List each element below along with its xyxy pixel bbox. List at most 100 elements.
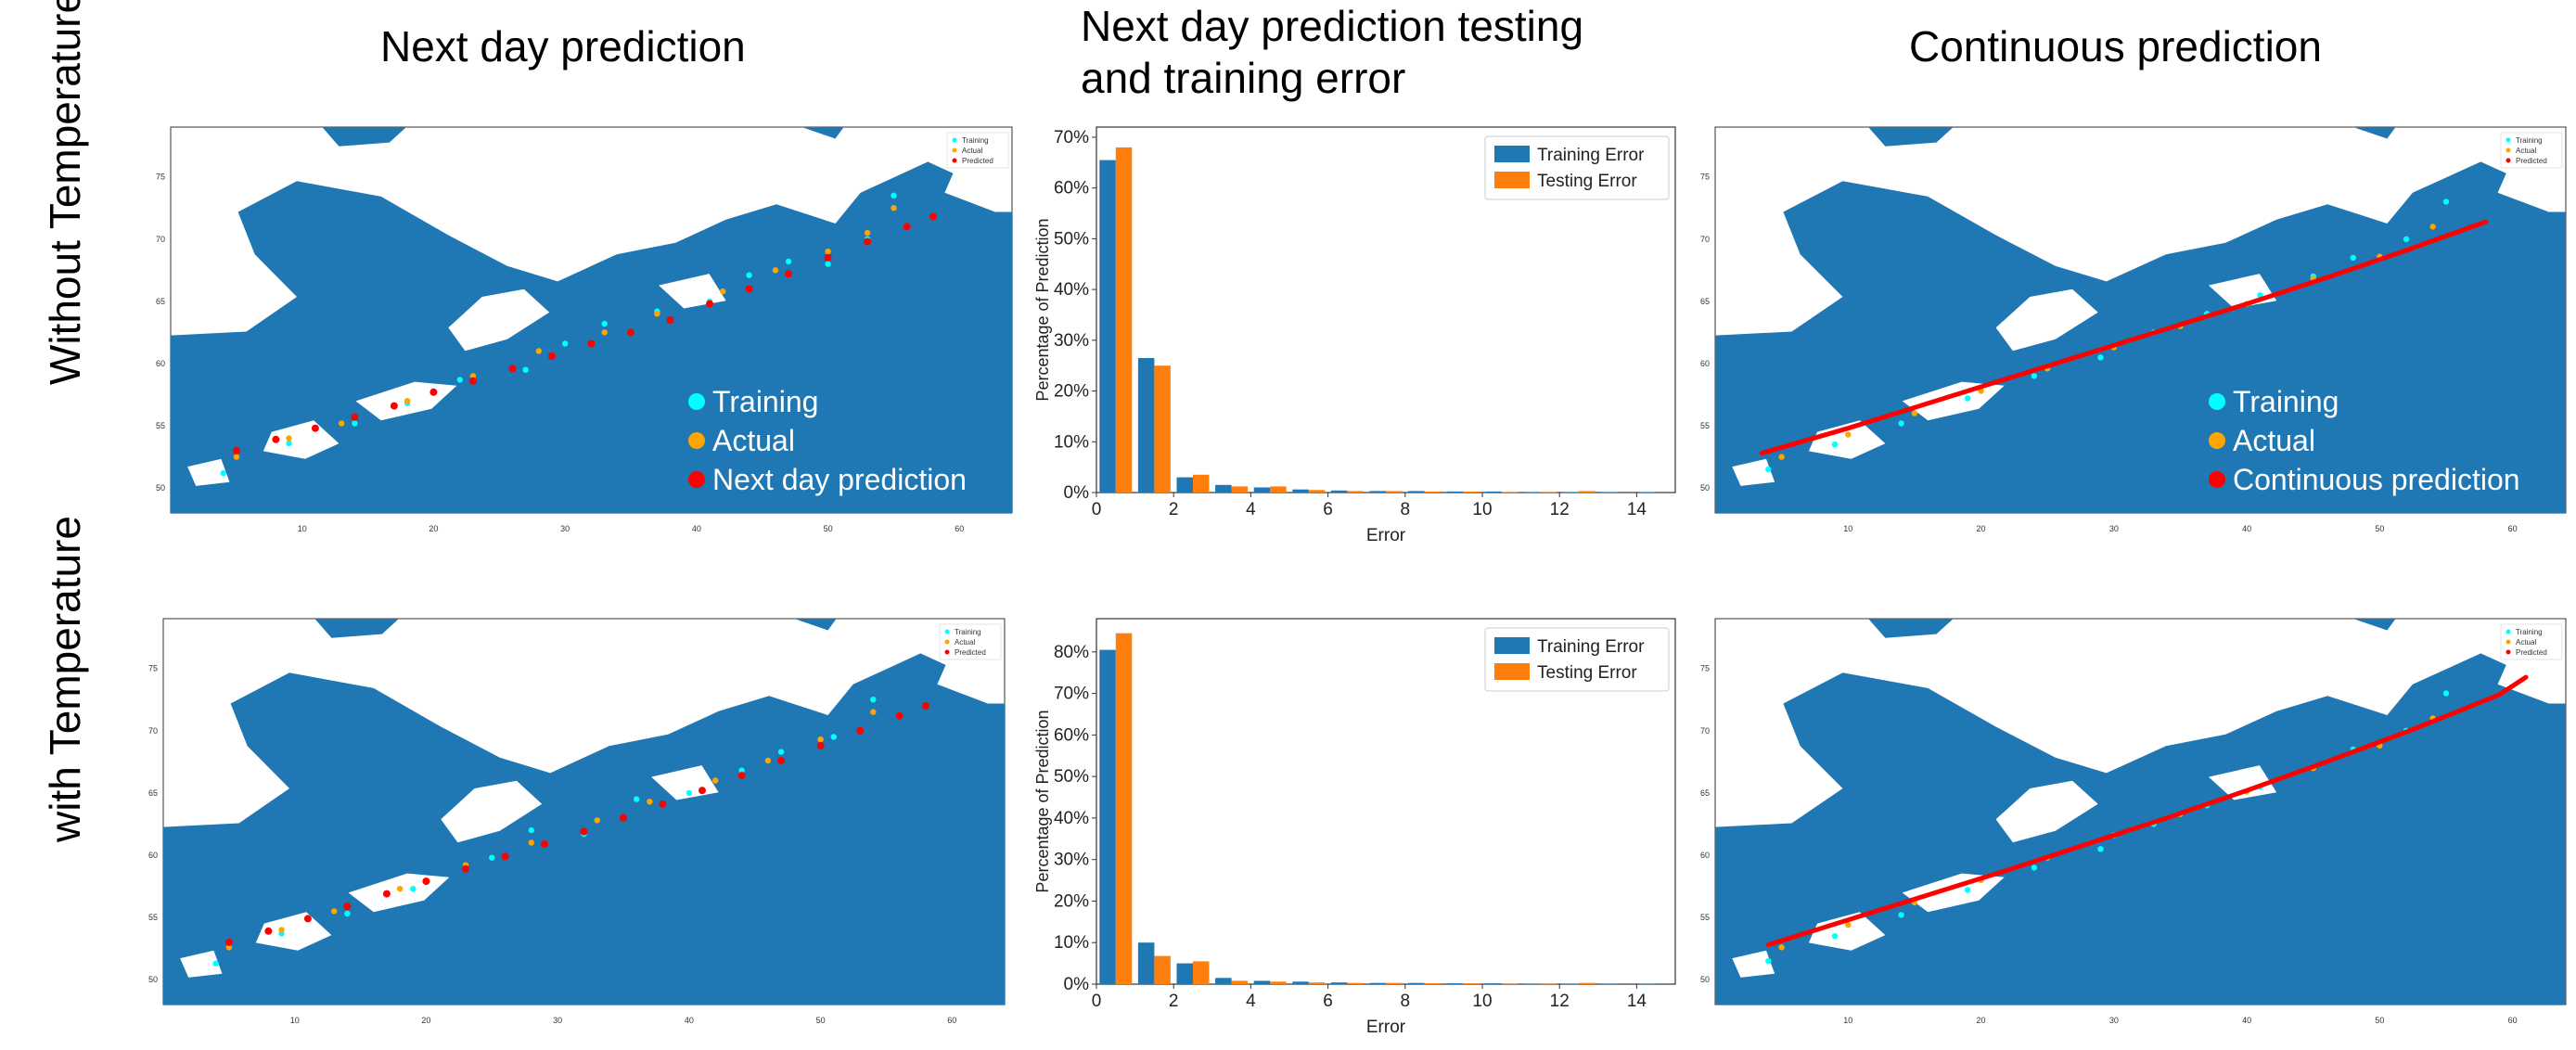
bar-testing [1579, 982, 1596, 984]
y-tick-label: 70 [148, 726, 158, 736]
data-point-actual [712, 777, 719, 784]
x-tick-label: 20 [421, 1016, 430, 1025]
data-point-training [2350, 254, 2356, 262]
x-tick-label: 40 [2242, 524, 2251, 533]
data-point-predicted [508, 365, 517, 373]
y-tick-label: 30% [1054, 851, 1089, 870]
bar-testing [1193, 474, 1210, 493]
bar-training [1369, 982, 1386, 984]
legend-label: Predicted [955, 648, 986, 657]
y-tick-label: 75 [1700, 664, 1710, 673]
data-point-actual [233, 454, 240, 460]
bar-training [1215, 484, 1232, 493]
data-point-predicted [777, 757, 786, 764]
data-point-training [870, 697, 877, 703]
map-plot-area [1714, 126, 2567, 514]
data-point-training [1898, 912, 1904, 918]
bar-training [1408, 982, 1425, 984]
bar-training [1330, 982, 1348, 984]
x-tick-label: 6 [1323, 992, 1333, 1011]
bar-training [1253, 980, 1271, 984]
y-axis-label: Percentage of Prediction [1033, 710, 1052, 892]
bar-training [1253, 487, 1271, 493]
legend-marker [2506, 649, 2511, 655]
data-point-predicted [895, 711, 904, 720]
legend-label: Training [962, 136, 989, 145]
land-shape [2352, 619, 2396, 631]
data-point-predicted [390, 402, 398, 410]
x-tick-label: 8 [1401, 992, 1411, 1011]
water-shape [1808, 912, 1886, 951]
map-panel-continuous-without-temp: 10 20 30 40 50 60 50 55 60 65 70 75 Training Actual Pr… [1700, 123, 2570, 539]
y-tick-label: 55 [156, 421, 165, 430]
water-shape [180, 950, 223, 978]
data-point-actual [870, 709, 877, 715]
x-tick-label: 14 [1627, 992, 1647, 1011]
data-point-predicted [469, 377, 477, 385]
bar-training [1408, 491, 1425, 493]
land-shape [794, 619, 837, 631]
data-point-training [825, 261, 831, 267]
data-point-training [2403, 236, 2410, 242]
bar-training [1292, 981, 1309, 984]
y-tick-label: 60 [156, 359, 165, 368]
water-shape [2208, 765, 2277, 800]
map-chart-next-day-with-temp: 10 20 30 40 50 60 50 55 60 65 70 75 Training ActualPr… [148, 618, 1006, 1025]
data-point-actual [1845, 431, 1852, 438]
land-shape [314, 619, 399, 638]
y-tick-label: 55 [1700, 421, 1710, 430]
legend-label: Predicted [962, 157, 993, 165]
data-point-actual [1778, 944, 1785, 951]
data-point-training [522, 366, 529, 373]
bar-training [1330, 490, 1348, 493]
data-point-training [2442, 198, 2450, 205]
data-point-actual [864, 229, 871, 237]
legend-box [2500, 132, 2563, 169]
data-point-actual [535, 348, 542, 354]
training-dot-icon [2209, 393, 2225, 410]
data-point-training [2031, 373, 2038, 379]
data-point-predicted [903, 223, 911, 231]
overlay-legend-label: Actual [2233, 424, 2315, 457]
histogram-chart-without-temp: 0 2 4 6 8 10 12 14 0% 10% 20% 30% 40% 50% 60% 70% Error P… [1033, 126, 1676, 545]
y-tick-label: 70 [1700, 235, 1710, 244]
bar-training [1446, 491, 1464, 493]
legend-label: Training [2516, 136, 2543, 145]
data-point-predicted [501, 852, 509, 861]
hist-legend: Training Error Testing Error [1484, 135, 1670, 200]
bar-testing [1270, 486, 1287, 493]
x-tick-label: 10 [1472, 500, 1492, 519]
x-tick-label: 20 [1977, 1016, 1986, 1025]
data-point-training [2097, 846, 2104, 852]
row-title-with-temperature: with Temperature [41, 516, 89, 842]
column-title-next-day: Next day prediction [380, 22, 746, 70]
y-tick-label: 0% [1064, 483, 1090, 503]
data-point-training [1831, 442, 1839, 448]
data-point-predicted [627, 328, 634, 337]
y-tick-label: 60 [148, 851, 158, 860]
data-point-predicted [580, 827, 588, 836]
data-point-training [830, 734, 837, 740]
legend-marker [952, 137, 957, 143]
bar-training [1137, 358, 1155, 493]
overlay-legend-label: Training [2233, 385, 2339, 418]
x-tick-label: 60 [955, 524, 964, 533]
bar-training [1137, 942, 1155, 984]
land-shape [801, 127, 844, 139]
y-tick-label: 50 [156, 483, 165, 493]
x-tick-label: 50 [824, 524, 833, 533]
x-tick-label: 60 [2508, 524, 2518, 533]
map-chart-continuous-with-temp: 10 20 30 40 50 60 50 55 60 65 70 75 Training ActualPr… [1700, 618, 2567, 1025]
bar-testing [1308, 982, 1326, 984]
data-point-predicted [382, 890, 391, 898]
land-shape [1868, 127, 1954, 147]
legend-label: Training Error [1537, 637, 1645, 657]
y-tick-label: 75 [156, 173, 165, 182]
data-point-actual [825, 249, 831, 255]
overlay-legend-label: Actual [712, 424, 795, 457]
map-plot-area [170, 126, 1013, 514]
bar-training [1369, 491, 1386, 493]
data-point-actual [817, 736, 824, 743]
data-point-actual [286, 435, 292, 442]
bar-testing [1386, 491, 1403, 493]
